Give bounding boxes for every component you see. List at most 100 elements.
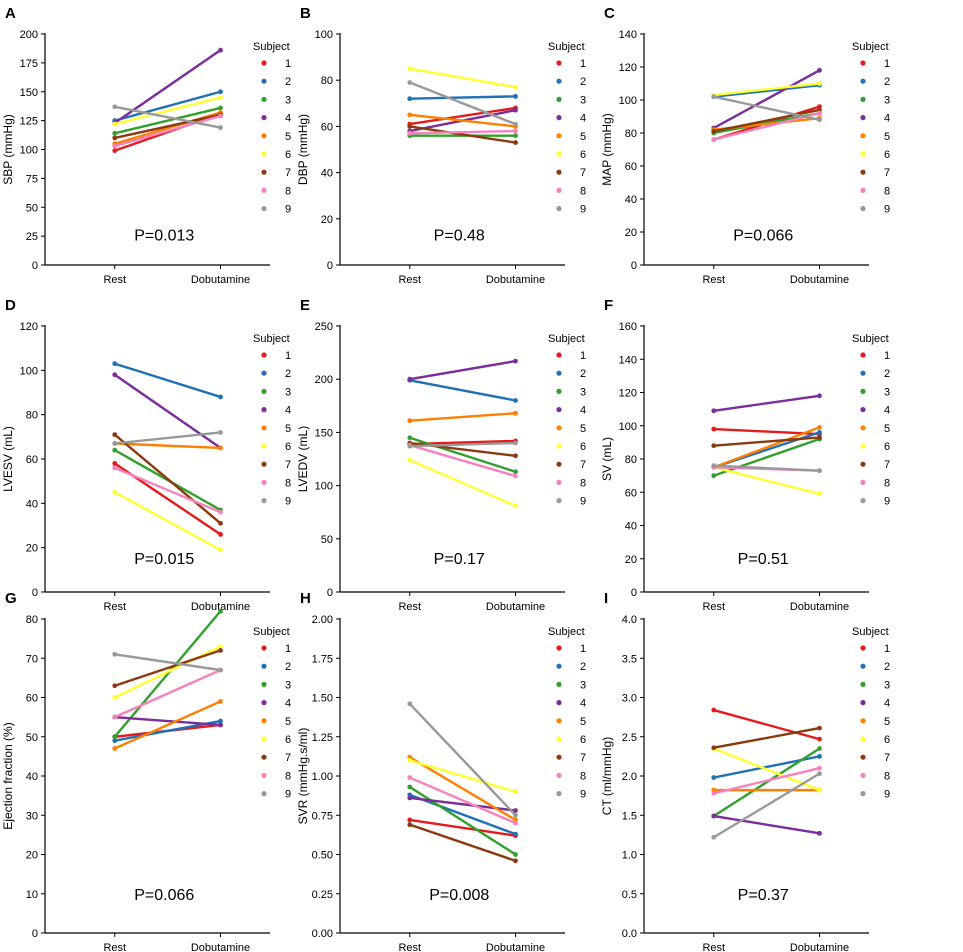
legend-label: 9 [580, 204, 586, 216]
point-rest-subject-8 [407, 775, 413, 780]
p-value: P=0.066 [733, 228, 793, 245]
series-line-subject-5 [408, 412, 517, 422]
point-rest-subject-7 [112, 683, 118, 689]
legend-marker [261, 407, 267, 413]
legend-label: 5 [285, 423, 291, 435]
y-axis-label: DBP (mmHg) [296, 114, 310, 185]
point-dobutamine-subject-7 [817, 107, 822, 113]
legend-marker [261, 718, 267, 724]
legend-marker [860, 187, 866, 193]
series-line-subject-9 [113, 431, 222, 445]
panel-letter: I [604, 590, 608, 607]
y-tick-label: 125 [20, 116, 38, 128]
y-tick-label: 40 [625, 521, 637, 533]
point-dobutamine-subject-7 [218, 520, 223, 526]
y-axis-label: MAP (mmHg) [600, 113, 614, 185]
legend-label: 1 [580, 643, 586, 655]
legend-marker [261, 498, 267, 504]
legend-label: 5 [285, 131, 291, 143]
legend-label: 3 [285, 679, 291, 691]
y-tick-label: 50 [26, 202, 38, 214]
y-tick-label: 100 [619, 421, 637, 433]
point-dobutamine-subject-1 [817, 104, 822, 109]
point-dobutamine-subject-6 [513, 789, 518, 795]
point-dobutamine-subject-8 [513, 128, 518, 134]
point-rest-subject-5 [112, 746, 118, 751]
y-tick-label: 0 [631, 587, 637, 599]
y-tick-label: 80 [625, 454, 637, 466]
p-value: P=0.17 [434, 551, 485, 568]
point-dobutamine-subject-6 [817, 81, 822, 86]
point-rest-subject-9 [407, 80, 413, 85]
point-dobutamine-subject-7 [817, 725, 822, 731]
legend-title: Subject [852, 333, 889, 345]
y-tick-label: 0.0 [622, 928, 637, 940]
point-dobutamine-subject-7 [218, 648, 223, 653]
y-axis-label: SV (mL) [600, 437, 614, 481]
legend-marker [556, 115, 562, 121]
x-tick-label: Dobutamine [191, 274, 250, 286]
y-tick-label: 2.0 [622, 771, 637, 783]
legend-marker [556, 645, 562, 651]
point-rest-subject-3 [112, 734, 118, 740]
point-dobutamine-subject-2 [513, 93, 518, 99]
series-line-subject-9 [113, 105, 222, 129]
y-axis-label: CT (ml/mmHg) [600, 737, 614, 815]
legend-marker [261, 772, 267, 779]
series-line-subject-4 [712, 394, 821, 412]
legend-title: Subject [253, 41, 290, 53]
y-tick-label: 25 [26, 231, 38, 243]
point-dobutamine-subject-1 [817, 736, 822, 742]
series-line-subject-9 [712, 464, 821, 472]
legend-marker [860, 791, 866, 797]
legend-label: 9 [884, 204, 890, 216]
point-dobutamine-subject-9 [218, 667, 223, 673]
y-tick-label: 160 [619, 321, 637, 333]
y-tick-label: 60 [321, 121, 333, 133]
legend-label: 6 [285, 734, 291, 746]
point-dobutamine-subject-6 [218, 644, 223, 649]
series-line-subject-9 [712, 95, 821, 122]
x-tick-label: Dobutamine [486, 274, 545, 286]
point-dobutamine-subject-7 [817, 434, 822, 440]
y-tick-label: 120 [619, 62, 637, 74]
series-line-subject-3 [113, 106, 222, 135]
legend-label: 6 [285, 149, 291, 161]
legend-label: 7 [884, 459, 890, 471]
legend-marker [261, 206, 267, 212]
series-line-subject-3 [712, 747, 821, 818]
series-line-subject-6 [113, 96, 222, 126]
point-rest-subject-4 [711, 408, 717, 414]
p-value: P=0.008 [429, 887, 489, 904]
point-rest-subject-9 [711, 94, 717, 100]
point-dobutamine-subject-3 [817, 746, 822, 751]
series-line-subject-5 [408, 113, 517, 128]
point-dobutamine-subject-6 [817, 787, 822, 793]
series-line-subject-3 [408, 785, 517, 856]
y-tick-label: 80 [26, 614, 38, 626]
point-dobutamine-subject-6 [817, 491, 822, 497]
series-line-subject-8 [408, 443, 517, 478]
point-dobutamine-subject-9 [513, 440, 518, 446]
legend-label: 3 [884, 94, 890, 106]
legend-label: 9 [884, 496, 890, 508]
point-rest-subject-6 [112, 121, 118, 127]
legend-marker [556, 700, 562, 706]
legend-marker [261, 151, 267, 157]
legend-marker [261, 169, 267, 175]
legend-label: 6 [884, 149, 890, 161]
series-line-subject-4 [712, 69, 821, 130]
series-line-subject-3 [113, 609, 222, 738]
point-rest-subject-4 [407, 795, 413, 801]
legend-label: 7 [884, 752, 890, 764]
panel-b: B 0 20 40 60 80 100 Rest Dobutamine DBP (mmHg) Sub… [296, 5, 586, 286]
y-tick-label: 20 [26, 543, 38, 555]
legend-label: 3 [285, 94, 291, 106]
legend-label: 8 [285, 770, 291, 782]
point-dobutamine-subject-6 [513, 503, 518, 509]
point-rest-subject-7 [711, 443, 717, 449]
point-dobutamine-subject-4 [513, 107, 518, 113]
y-tick-label: 100 [315, 481, 333, 493]
y-tick-label: 0 [327, 260, 333, 272]
legend-marker [261, 700, 267, 706]
